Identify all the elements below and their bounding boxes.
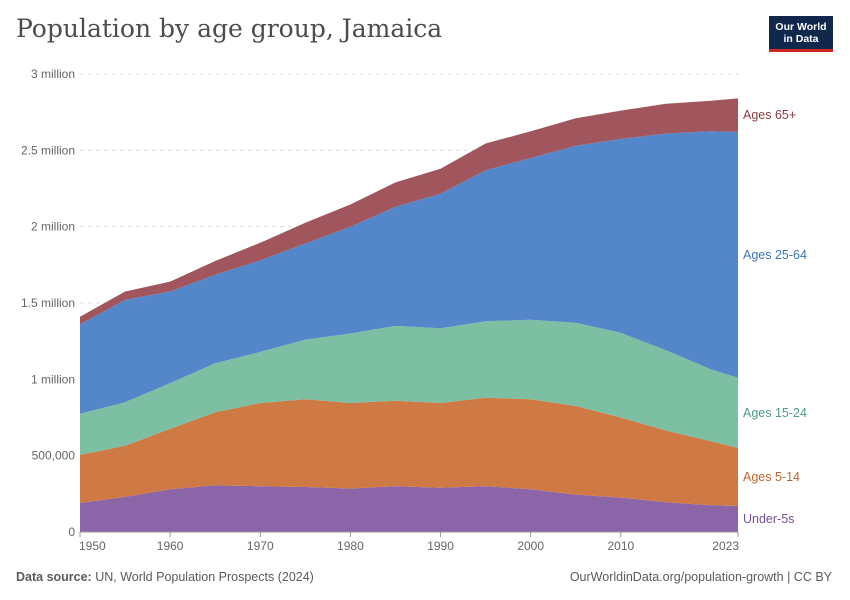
x-tick-label: 1990: [427, 539, 454, 553]
y-tick-label: 1 million: [31, 372, 75, 386]
footer-url[interactable]: OurWorldinData.org/population-growth | C…: [569, 570, 832, 584]
data-source-label: Data source:: [16, 570, 92, 584]
y-tick-label: 2 million: [31, 220, 75, 234]
area-ages-65[interactable]: [80, 98, 738, 325]
y-tick-label: 500,000: [32, 449, 76, 463]
area-ages-25-64[interactable]: [80, 131, 738, 414]
area-ages-15-24[interactable]: [80, 319, 738, 455]
x-tick-label: 2023: [712, 539, 739, 553]
y-tick-label: 3 million: [31, 67, 75, 81]
x-tick-label: 1960: [157, 539, 184, 553]
series-label-under-5s[interactable]: Under-5s: [743, 512, 794, 526]
data-source-text[interactable]: UN, World Population Prospects (2024): [95, 570, 314, 584]
axis-layer: 0 500,000 1 million 1.5 million 2 million 2.5…: [21, 67, 739, 553]
x-tick-label: 2000: [517, 539, 544, 553]
series-label-ages-25-64[interactable]: Ages 25-64: [743, 248, 807, 262]
x-tick-label: 1950: [79, 539, 106, 553]
y-tick-label: 2.5 million: [21, 143, 75, 157]
x-tick-label: 1970: [247, 539, 274, 553]
series-label-ages-65[interactable]: Ages 65+: [743, 108, 796, 122]
area-ages-5-14[interactable]: [80, 397, 738, 506]
owid-logo[interactable]: Our World in Data: [769, 16, 833, 52]
logo-line-1: Our World: [775, 20, 827, 33]
series-label-ages-15-24[interactable]: Ages 15-24: [743, 406, 807, 420]
y-tick-label: 0: [68, 525, 75, 539]
logo-line-2: in Data: [783, 32, 819, 45]
series-label-ages-5-14[interactable]: Ages 5-14: [743, 470, 800, 484]
label-layer: Under-5s Ages 5-14 Ages 15-24 Ages 25-64 Age…: [743, 108, 807, 526]
y-tick-label: 1.5 million: [21, 296, 75, 310]
area-under-5s[interactable]: [80, 485, 738, 532]
x-tick-label: 2010: [607, 539, 634, 553]
x-tick-label: 1980: [337, 539, 364, 553]
chart-title: Population by age group, Jamaica: [16, 14, 443, 43]
data-source: Data source: UN, World Population Prospe…: [16, 570, 314, 584]
area-layer: [80, 98, 738, 532]
